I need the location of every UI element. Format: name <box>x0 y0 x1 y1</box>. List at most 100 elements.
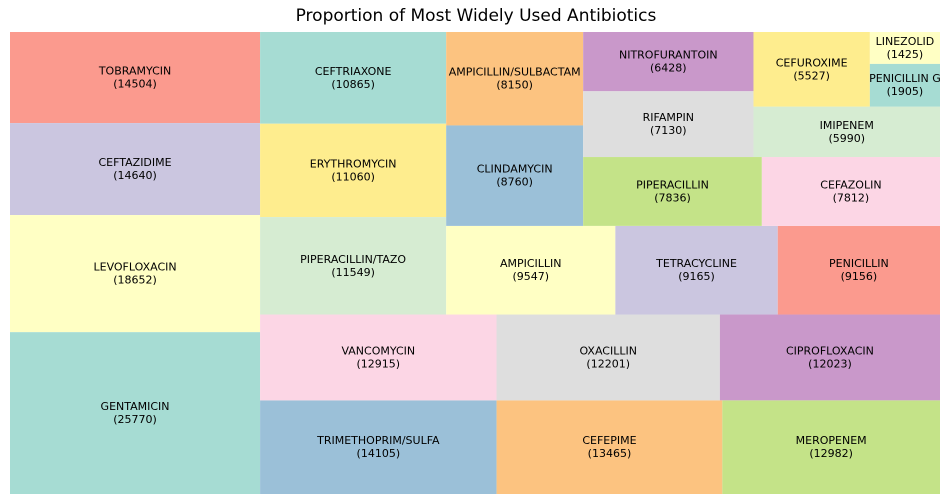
tile-imipenem: IMIPENEM(5990) <box>753 106 940 158</box>
tile-rect-nitrofurantoin <box>583 32 754 92</box>
tile-ceftazidime: CEFTAZIDIME(14640) <box>10 123 261 216</box>
tile-label-ciprofloxacin: CIPROFLOXACIN <box>786 344 874 357</box>
tile-cefepime: CEFEPIME(13465) <box>496 400 723 494</box>
tile-label-rifampin: RIFAMPIN <box>643 111 694 124</box>
tile-label-ampicillin: AMPICILLIN <box>500 257 562 270</box>
tile-label-cefepime: CEFEPIME <box>582 434 636 447</box>
tile-value-vancomycin: (12915) <box>357 357 401 370</box>
tile-label-cefazolin: CEFAZOLIN <box>820 178 881 191</box>
tile-value-ceftazidime: (14640) <box>113 169 157 182</box>
tile-rect-trimethoprim-sulfa <box>260 400 497 494</box>
tile-rect-ampicillin-sulbactam <box>446 32 584 126</box>
tile-label-vancomycin: VANCOMYCIN <box>341 344 415 357</box>
tile-label-cefuroxime: CEFUROXIME <box>776 56 848 69</box>
tile-rect-cefazolin <box>761 157 940 226</box>
tile-rect-ceftriaxone <box>260 32 447 124</box>
tile-rect-oxacillin <box>496 314 720 401</box>
tile-ampicillin: AMPICILLIN(9547) <box>446 225 616 315</box>
tile-ceftriaxone: CEFTRIAXONE(10865) <box>260 32 447 124</box>
tile-label-meropenem: MEROPENEM <box>796 434 867 447</box>
tile-label-oxacillin: OXACILLIN <box>579 344 636 357</box>
tile-rect-tobramycin <box>10 32 261 124</box>
tile-value-cefuroxime: (5527) <box>793 69 830 82</box>
tile-ciprofloxacin: CIPROFLOXACIN(12023) <box>719 314 940 401</box>
tile-label-tobramycin: TOBRAMYCIN <box>98 65 171 78</box>
tile-label-gentamicin: GENTAMICIN <box>101 400 170 413</box>
tile-gentamicin: GENTAMICIN(25770) <box>10 332 261 494</box>
tile-penicillin: PENICILLIN(9156) <box>777 225 940 315</box>
tile-value-rifampin: (7130) <box>650 124 687 137</box>
tile-value-penicillin: (9156) <box>841 270 878 283</box>
tile-label-imipenem: IMIPENEM <box>820 119 874 132</box>
tile-rect-gentamicin <box>10 332 261 494</box>
tile-value-ampicillin-sulbactam: (8150) <box>496 79 533 92</box>
tile-rect-levofloxacin <box>10 215 261 333</box>
tile-rect-erythromycin <box>260 123 447 218</box>
tile-value-imipenem: (5990) <box>828 132 865 145</box>
tile-trimethoprim-sulfa: TRIMETHOPRIM/SULFA(14105) <box>260 400 497 494</box>
tile-penicillin-g: PENICILLIN G(1905) <box>869 63 940 107</box>
tile-value-linezolid: (1425) <box>887 48 924 61</box>
tile-vancomycin: VANCOMYCIN(12915) <box>260 314 497 401</box>
tile-clindamycin: CLINDAMYCIN(8760) <box>446 125 584 226</box>
tile-rect-cefuroxime <box>753 32 870 107</box>
tile-value-meropenem: (12982) <box>809 447 853 460</box>
tile-value-penicillin-g: (1905) <box>887 85 924 98</box>
tile-label-ceftriaxone: CEFTRIAXONE <box>315 65 392 78</box>
tile-value-cefazolin: (7812) <box>833 191 870 204</box>
tile-value-piperacillin: (7836) <box>654 191 691 204</box>
tile-piperacillin: PIPERACILLIN(7836) <box>583 157 762 226</box>
tile-rect-tetracycline <box>615 225 778 315</box>
tile-rifampin: RIFAMPIN(7130) <box>583 91 754 158</box>
tile-label-clindamycin: CLINDAMYCIN <box>477 163 553 176</box>
tile-label-penicillin-g: PENICILLIN G <box>869 72 940 85</box>
tile-rect-piperacillin <box>583 157 762 226</box>
tile-rect-linezolid <box>869 32 940 64</box>
tile-value-tobramycin: (14504) <box>113 78 157 91</box>
tile-value-piperacillin-tazo: (11549) <box>331 266 375 279</box>
tile-value-ampicillin: (9547) <box>512 270 549 283</box>
tile-label-levofloxacin: LEVOFLOXACIN <box>93 261 176 274</box>
tile-erythromycin: ERYTHROMYCIN(11060) <box>260 123 447 218</box>
tile-ampicillin-sulbactam: AMPICILLIN/SULBACTAM(8150) <box>446 32 584 126</box>
chart-title: Proportion of Most Widely Used Antibioti… <box>295 6 657 26</box>
tile-rect-ciprofloxacin <box>719 314 940 401</box>
tile-value-ciprofloxacin: (12023) <box>808 357 852 370</box>
tile-rect-penicillin-g <box>869 63 940 107</box>
tile-label-linezolid: LINEZOLID <box>876 35 935 48</box>
treemap-chart: TOBRAMYCIN (14504) CEFTAZIDIME (14640) LEVOF… <box>10 32 940 494</box>
tile-value-tetracycline: (9165) <box>678 270 715 283</box>
tile-value-nitrofurantoin: (6428) <box>650 62 687 75</box>
tile-rect-cefepime <box>496 400 723 494</box>
tile-value-erythromycin: (11060) <box>331 170 375 183</box>
tile-cefazolin: CEFAZOLIN(7812) <box>761 157 940 226</box>
tile-rect-clindamycin <box>446 125 584 226</box>
tile-label-trimethoprim-sulfa: TRIMETHOPRIM/SULFA <box>316 434 440 447</box>
tile-nitrofurantoin: NITROFURANTOIN(6428) <box>583 32 754 92</box>
tile-value-oxacillin: (12201) <box>586 357 630 370</box>
tile-rect-imipenem <box>753 106 940 158</box>
tile-rect-penicillin <box>777 225 940 315</box>
tile-value-gentamicin: (25770) <box>113 413 157 426</box>
tile-value-ceftriaxone: (10865) <box>331 78 375 91</box>
tile-label-piperacillin: PIPERACILLIN <box>636 178 709 191</box>
tile-rect-rifampin <box>583 91 754 158</box>
tile-cefuroxime: CEFUROXIME(5527) <box>753 32 870 107</box>
tile-rect-piperacillin-tazo <box>260 217 447 315</box>
tile-label-nitrofurantoin: NITROFURANTOIN <box>619 49 718 62</box>
tile-rect-ceftazidime <box>10 123 261 216</box>
tile-label-piperacillin-tazo: PIPERACILLIN/TAZO <box>300 253 406 266</box>
tile-tobramycin: TOBRAMYCIN(14504) <box>10 32 261 124</box>
tile-piperacillin-tazo: PIPERACILLIN/TAZO(11549) <box>260 217 447 315</box>
tile-meropenem: MEROPENEM(12982) <box>722 400 940 494</box>
tile-value-cefepime: (13465) <box>588 447 632 460</box>
tile-label-tetracycline: TETRACYCLINE <box>655 257 737 270</box>
tile-label-penicillin: PENICILLIN <box>829 257 889 270</box>
tile-label-ampicillin-sulbactam: AMPICILLIN/SULBACTAM <box>449 66 581 79</box>
tile-value-levofloxacin: (18652) <box>113 274 157 287</box>
tile-rect-meropenem <box>722 400 940 494</box>
tile-value-clindamycin: (8760) <box>496 176 533 189</box>
tile-rect-vancomycin <box>260 314 497 401</box>
tile-levofloxacin: LEVOFLOXACIN(18652) <box>10 215 261 333</box>
tile-tetracycline: TETRACYCLINE(9165) <box>615 225 778 315</box>
